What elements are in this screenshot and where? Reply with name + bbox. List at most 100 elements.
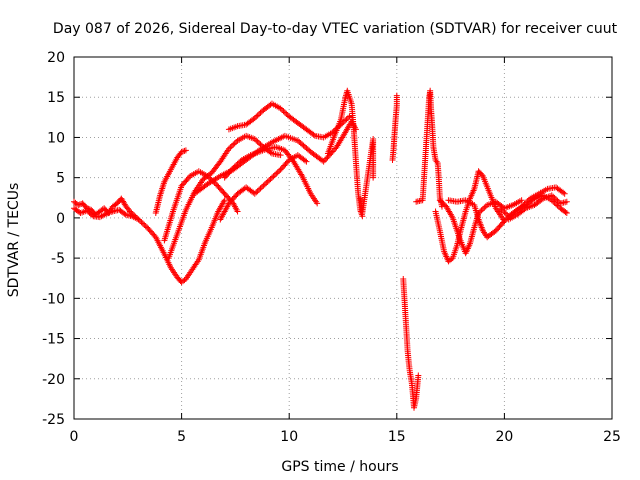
data-point bbox=[343, 116, 350, 123]
series-late-b bbox=[436, 197, 525, 257]
data-point bbox=[267, 149, 274, 156]
data-point bbox=[283, 110, 290, 117]
data-point bbox=[436, 197, 443, 204]
y-tick-labels: -25 -20 -15 -10 -5 0 5 10 15 20 bbox=[42, 50, 65, 428]
data-point bbox=[555, 199, 562, 206]
data-point bbox=[228, 143, 235, 150]
series-mid-c bbox=[191, 118, 359, 197]
data-point bbox=[216, 159, 223, 166]
series-rise-a bbox=[152, 147, 189, 217]
data-point bbox=[478, 207, 485, 214]
series-trough bbox=[126, 197, 228, 286]
data-point bbox=[266, 177, 273, 184]
x-axis-label: GPS time / hours bbox=[281, 459, 398, 475]
data-point bbox=[261, 181, 268, 188]
data-point bbox=[323, 155, 330, 162]
data-point bbox=[438, 198, 445, 205]
y-tick-label: -15 bbox=[42, 332, 65, 348]
series-isolated-13 bbox=[357, 136, 377, 217]
data-point bbox=[138, 219, 145, 226]
data-point bbox=[256, 140, 263, 147]
data-point bbox=[75, 202, 82, 209]
data-point bbox=[181, 147, 188, 154]
series-mid-d bbox=[217, 152, 310, 223]
data-point bbox=[134, 215, 141, 222]
data-point bbox=[521, 206, 528, 213]
data-point bbox=[254, 148, 261, 155]
data-point bbox=[273, 170, 280, 177]
data-point bbox=[280, 108, 287, 115]
data-point bbox=[320, 158, 327, 165]
data-point bbox=[227, 144, 234, 151]
data-point bbox=[530, 196, 537, 203]
data-point bbox=[263, 180, 270, 187]
y-tick-label: 15 bbox=[47, 90, 65, 106]
data-point bbox=[126, 208, 133, 215]
data-point bbox=[482, 203, 489, 210]
data-point bbox=[314, 200, 321, 207]
data-point bbox=[233, 139, 240, 146]
data-point bbox=[481, 204, 488, 211]
data-point bbox=[563, 198, 570, 205]
data-point bbox=[257, 185, 264, 192]
data-point bbox=[303, 158, 310, 165]
data-point bbox=[181, 277, 188, 284]
x-tick-label: 20 bbox=[495, 429, 513, 445]
data-point bbox=[277, 152, 284, 159]
data-point bbox=[440, 201, 447, 208]
data-point bbox=[182, 147, 189, 154]
data-point bbox=[129, 211, 136, 218]
series-spike-16 bbox=[413, 87, 445, 210]
data-point bbox=[225, 145, 232, 152]
data-point bbox=[230, 141, 237, 148]
data-point bbox=[132, 213, 139, 220]
series-rise-c bbox=[165, 132, 284, 262]
data-point bbox=[501, 209, 508, 216]
data-point bbox=[297, 140, 304, 147]
data-point bbox=[234, 208, 241, 215]
data-point bbox=[256, 186, 263, 193]
data-point bbox=[554, 197, 561, 204]
series-late-e bbox=[505, 192, 570, 223]
data-point bbox=[477, 208, 484, 215]
data-point bbox=[251, 190, 258, 197]
data-point bbox=[561, 190, 568, 197]
data-point bbox=[254, 188, 261, 195]
data-point bbox=[139, 220, 146, 227]
data-point bbox=[221, 197, 228, 204]
data-point bbox=[257, 109, 264, 116]
x-tick-label: 25 bbox=[603, 429, 621, 445]
data-point bbox=[253, 189, 260, 196]
y-axis-label: SDTVAR / TECUs bbox=[6, 183, 22, 298]
data-point bbox=[131, 212, 138, 219]
series-peak-13 bbox=[324, 87, 366, 220]
data-point bbox=[254, 138, 261, 145]
data-point bbox=[264, 178, 271, 185]
data-point bbox=[271, 171, 278, 178]
chart-title: Day 087 of 2026, Sidereal Day-to-day VTE… bbox=[53, 21, 618, 37]
y-tick-label: 5 bbox=[56, 171, 65, 187]
y-tick-label: -20 bbox=[42, 372, 65, 388]
data-point bbox=[497, 205, 504, 212]
data-point bbox=[553, 196, 560, 203]
data-point bbox=[304, 146, 311, 153]
data-point bbox=[346, 113, 353, 120]
data-point bbox=[300, 142, 307, 149]
data-point bbox=[128, 209, 135, 216]
data-point bbox=[231, 140, 238, 147]
x-tick-label: 0 bbox=[70, 429, 79, 445]
data-points bbox=[71, 87, 570, 411]
data-point bbox=[260, 182, 267, 189]
series-drop-15 bbox=[400, 276, 422, 411]
series-spike-15 bbox=[389, 92, 400, 163]
data-point bbox=[332, 145, 339, 152]
y-tick-label: -10 bbox=[42, 291, 65, 307]
data-point bbox=[562, 209, 569, 216]
x-tick-labels: 0 5 10 15 20 25 bbox=[70, 429, 621, 445]
data-point bbox=[135, 216, 142, 223]
data-point bbox=[560, 189, 567, 196]
axis-ticks bbox=[73, 56, 613, 420]
data-point bbox=[202, 182, 209, 189]
data-point bbox=[253, 137, 260, 144]
